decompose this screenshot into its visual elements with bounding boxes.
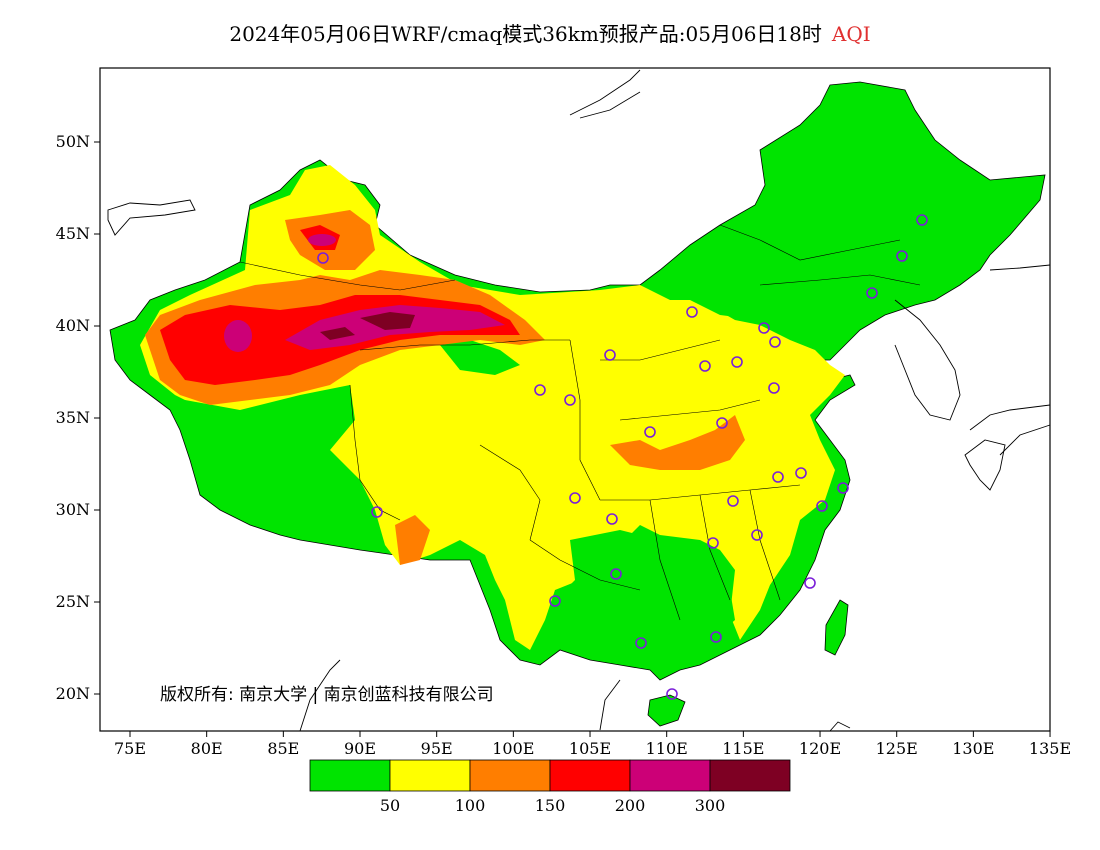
station-marker <box>606 513 618 525</box>
map-area <box>99 67 1051 732</box>
lon-tick-label: 120E <box>799 739 841 758</box>
station-marker <box>569 492 581 504</box>
legend-swatch <box>469 759 551 792</box>
longitude-axis: 75E 80E 85E 90E 95E 100E 105E 110E 115E 120E 125E 1… <box>114 731 1071 758</box>
legend-label: 100 <box>455 796 486 815</box>
station-marker <box>731 356 743 368</box>
lon-tick-label: 85E <box>267 739 299 758</box>
station-marker <box>758 322 770 334</box>
lon-tick-label: 135E <box>1029 739 1071 758</box>
lat-tick-label: 25N <box>56 592 90 611</box>
lon-tick-label: 75E <box>114 739 146 758</box>
station-markers <box>317 214 928 700</box>
station-marker <box>710 631 722 643</box>
lon-tick-label: 130E <box>952 739 994 758</box>
station-marker <box>707 537 719 549</box>
coastline <box>107 69 1051 732</box>
aqi-purple-spot <box>224 320 252 352</box>
lat-tick-label: 35N <box>56 408 90 427</box>
station-marker <box>686 306 698 318</box>
lon-tick-label: 80E <box>191 739 223 758</box>
station-marker <box>610 568 622 580</box>
title-text: 2024年05月06日WRF/cmaq模式36km预报产品:05月06日18时 <box>229 22 822 46</box>
station-marker <box>804 577 816 589</box>
lon-tick-label: 125E <box>876 739 918 758</box>
taiwan-island <box>824 599 849 656</box>
station-marker <box>751 529 763 541</box>
copyright-text: 版权所有: 南京大学 | 南京创蓝科技有限公司 <box>160 685 494 705</box>
station-marker <box>896 250 908 262</box>
lat-tick-label: 45N <box>56 224 90 243</box>
station-marker <box>317 252 329 264</box>
aqi-maroon-zone-2 <box>320 327 355 340</box>
legend-label: 200 <box>615 796 646 815</box>
lat-tick-label: 20N <box>56 684 90 703</box>
station-marker <box>716 417 728 429</box>
station-marker <box>772 471 784 483</box>
station-marker <box>564 394 576 406</box>
station-marker <box>769 336 781 348</box>
lat-tick-label: 50N <box>56 132 90 151</box>
lon-tick-label: 105E <box>569 739 611 758</box>
station-marker <box>534 384 546 396</box>
lon-tick-label: 100E <box>492 739 534 758</box>
station-marker <box>795 467 807 479</box>
aqi-maroon-zone <box>360 312 415 330</box>
legend-label: 150 <box>535 796 566 815</box>
legend-label: 50 <box>380 796 400 815</box>
station-marker <box>666 688 678 700</box>
aqi-purple-spot-north <box>308 234 336 246</box>
aqi-green-patch-south <box>555 530 735 660</box>
station-marker <box>727 495 739 507</box>
aqi-orange-zone-tibet <box>395 515 430 565</box>
station-marker <box>371 506 383 518</box>
legend-swatch <box>389 759 471 792</box>
title-variable: AQI <box>831 22 871 46</box>
station-marker <box>816 500 828 512</box>
station-marker <box>837 482 849 494</box>
station-marker <box>635 637 647 649</box>
station-marker <box>866 287 878 299</box>
legend-swatch <box>709 759 791 792</box>
aqi-green-patch-qinghai <box>440 340 520 375</box>
station-marker <box>604 349 616 361</box>
lon-tick-label: 95E <box>421 739 453 758</box>
legend-swatch <box>309 759 391 792</box>
lon-tick-label: 115E <box>722 739 764 758</box>
lat-tick-label: 30N <box>56 500 90 519</box>
aqi-green-patch-tibet <box>185 385 360 500</box>
station-marker <box>644 426 656 438</box>
aqi-green-patch-northeast <box>690 285 860 335</box>
latitude-axis: 20N 25N 30N 35N 40N 45N 50N <box>56 132 100 703</box>
color-legend: 50 100 150 200 300 <box>309 759 791 815</box>
lat-tick-label: 40N <box>56 316 90 335</box>
map-title: 2024年05月06日WRF/cmaq模式36km预报产品:05月06日18时 A… <box>0 18 1100 47</box>
hainan-island <box>647 694 686 727</box>
station-marker <box>699 360 711 372</box>
station-marker <box>916 214 928 226</box>
legend-swatch <box>629 759 711 792</box>
station-marker <box>549 595 561 607</box>
province-borders <box>239 224 921 621</box>
legend-label: 300 <box>695 796 726 815</box>
lon-tick-label: 110E <box>646 739 688 758</box>
station-marker <box>768 382 780 394</box>
aqi-orange-zone-central <box>610 415 745 470</box>
legend-swatch <box>549 759 631 792</box>
lon-tick-label: 90E <box>344 739 376 758</box>
